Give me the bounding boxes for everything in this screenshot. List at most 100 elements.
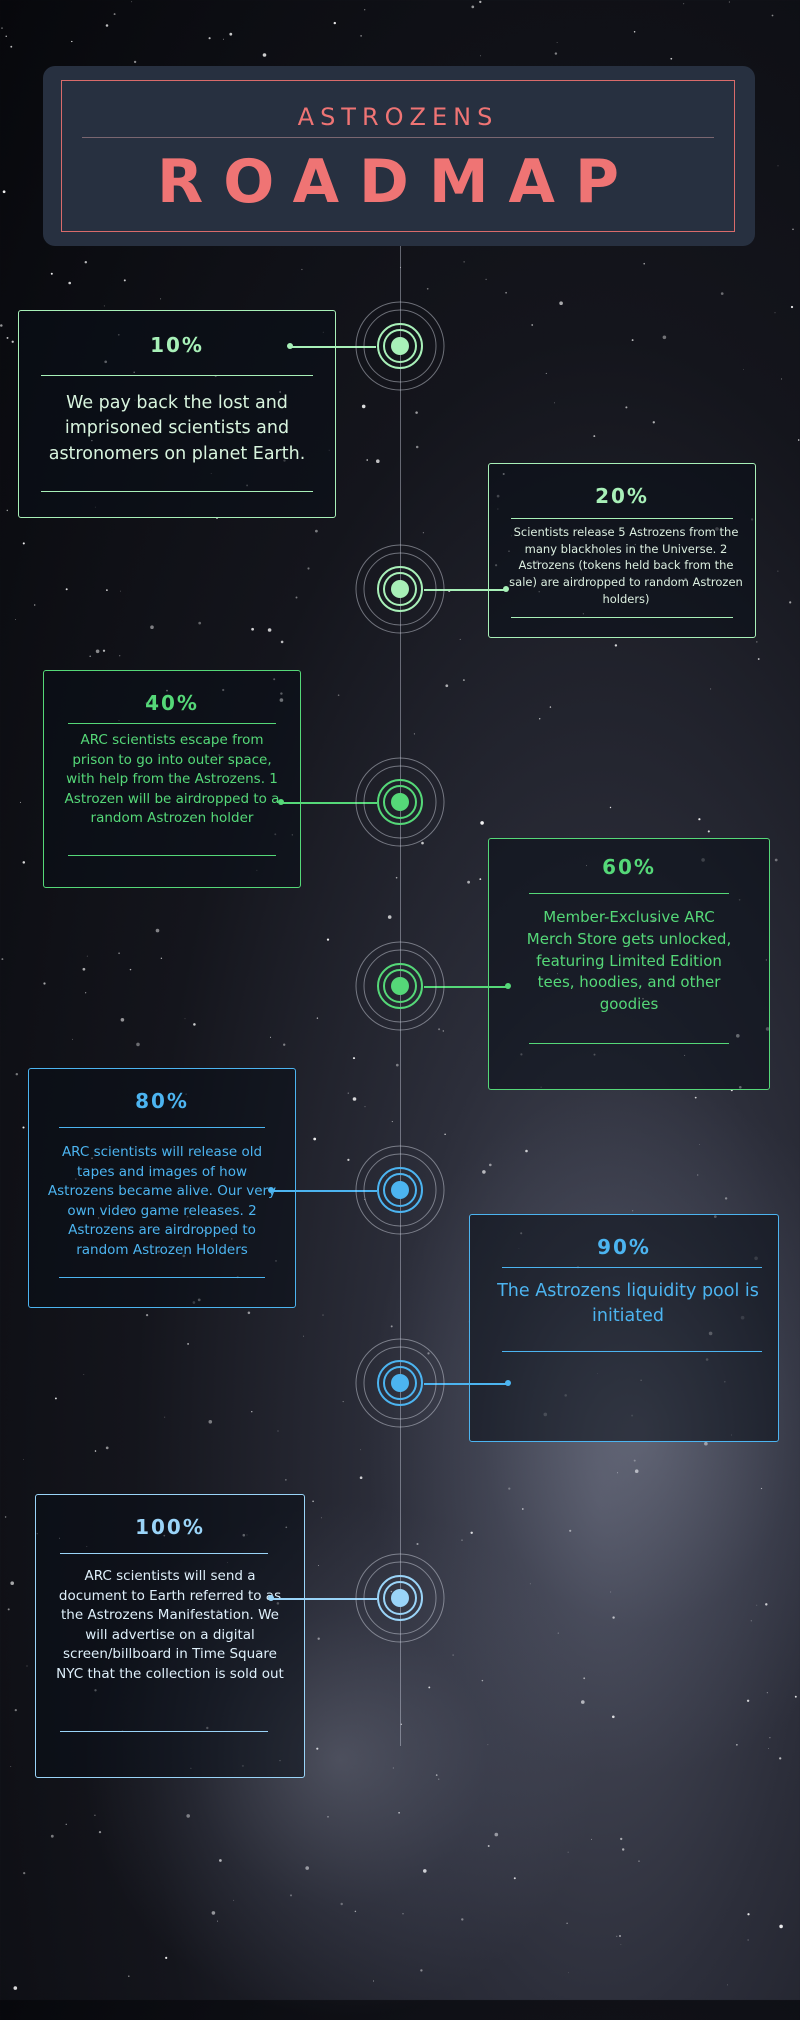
star xyxy=(6,509,9,512)
star xyxy=(415,411,418,414)
star xyxy=(774,858,778,862)
star xyxy=(364,1198,366,1200)
star xyxy=(65,588,68,591)
star xyxy=(487,1845,490,1847)
star xyxy=(662,335,667,340)
star xyxy=(1,958,4,961)
star xyxy=(746,1699,750,1702)
star xyxy=(4,1516,7,1518)
star xyxy=(633,1459,636,1462)
star xyxy=(2,190,6,194)
milestone-divider xyxy=(511,518,733,519)
star xyxy=(85,992,87,994)
star xyxy=(774,312,776,314)
star xyxy=(10,1766,12,1767)
star xyxy=(554,52,558,55)
star xyxy=(105,24,109,27)
milestone-divider xyxy=(41,375,313,376)
star xyxy=(545,372,547,374)
connector-dot xyxy=(287,343,293,349)
star xyxy=(581,1700,585,1704)
milestone-node-80 xyxy=(355,1145,445,1235)
brand-name: ASTROZENS xyxy=(297,103,499,131)
star xyxy=(364,1106,366,1108)
star xyxy=(392,1767,394,1769)
star xyxy=(366,459,368,461)
star xyxy=(756,1604,758,1606)
star xyxy=(15,619,16,620)
star xyxy=(133,60,137,64)
star xyxy=(320,1517,322,1519)
milestone-divider xyxy=(511,617,733,618)
star xyxy=(11,340,14,343)
star xyxy=(102,649,106,652)
star xyxy=(15,1072,19,1076)
star xyxy=(82,967,86,971)
star xyxy=(619,1935,621,1937)
star xyxy=(529,1583,531,1585)
star xyxy=(697,1174,699,1176)
star xyxy=(123,279,126,282)
star xyxy=(779,1757,782,1760)
star xyxy=(354,1910,357,1913)
star xyxy=(340,1902,343,1906)
star xyxy=(442,1030,444,1032)
star xyxy=(106,589,108,591)
star xyxy=(610,1591,612,1593)
milestone-connector xyxy=(271,1598,377,1600)
star xyxy=(333,21,336,25)
star xyxy=(525,1149,528,1153)
star xyxy=(614,644,618,647)
star xyxy=(94,1814,96,1817)
connector-dot xyxy=(505,1380,511,1386)
star xyxy=(480,821,484,825)
page-title: ROADMAP xyxy=(157,147,639,217)
star xyxy=(780,378,783,380)
milestone-connector xyxy=(424,986,508,988)
star xyxy=(120,590,122,592)
star xyxy=(620,1837,623,1841)
star xyxy=(485,278,487,281)
star xyxy=(118,952,120,955)
star xyxy=(591,1838,592,1840)
milestone-connector xyxy=(290,346,376,348)
star xyxy=(10,45,13,48)
star xyxy=(720,292,724,295)
star xyxy=(390,1325,393,1328)
milestone-percent: 90% xyxy=(597,1235,651,1259)
milestone-percent: 80% xyxy=(135,1089,189,1113)
milestone-divider xyxy=(68,723,276,724)
milestone-percent: 100% xyxy=(135,1515,205,1539)
star xyxy=(131,1,133,3)
star xyxy=(5,35,7,37)
star xyxy=(462,679,465,682)
star xyxy=(322,1314,324,1316)
milestone-description: Scientists release 5 Astrozens from the … xyxy=(509,525,743,606)
star xyxy=(208,1420,213,1424)
star xyxy=(14,1708,17,1712)
star xyxy=(72,1038,73,1040)
star xyxy=(86,955,88,957)
star xyxy=(779,1924,783,1929)
star xyxy=(326,938,330,941)
star xyxy=(445,684,449,688)
star xyxy=(743,368,744,370)
star xyxy=(6,336,9,339)
milestone-card-60: 60% Member-Exclusive ARC Merch Store get… xyxy=(488,838,770,1090)
star xyxy=(160,298,162,300)
star xyxy=(105,1446,109,1450)
star xyxy=(128,1975,130,1977)
star xyxy=(342,1401,344,1403)
star xyxy=(557,1632,559,1634)
milestone-connector xyxy=(424,1383,508,1385)
star xyxy=(769,1737,771,1739)
star xyxy=(467,880,470,884)
star xyxy=(765,1603,768,1606)
star xyxy=(315,529,318,533)
star xyxy=(428,1686,431,1689)
connector-dot xyxy=(278,799,284,805)
star xyxy=(620,1944,622,1945)
milestone-divider xyxy=(68,855,276,856)
star xyxy=(155,928,160,933)
star xyxy=(790,305,794,309)
